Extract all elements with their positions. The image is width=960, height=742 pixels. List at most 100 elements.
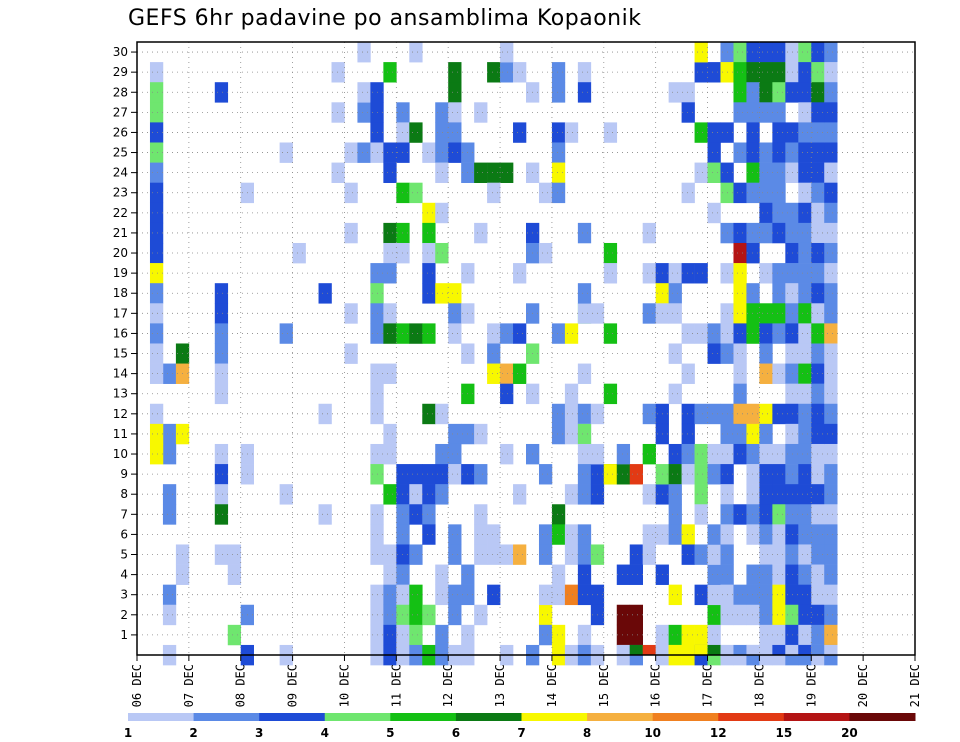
heatmap-cell: [824, 624, 838, 646]
heatmap-cell: [448, 142, 462, 163]
heatmap-cell: [214, 484, 229, 505]
heatmap-cell: [577, 524, 592, 545]
heatmap-cell: [629, 564, 643, 585]
heatmap-cell: [694, 62, 708, 83]
y-tick-label: 29: [113, 65, 128, 79]
heatmap-cell: [577, 222, 592, 244]
heatmap-cell: [668, 303, 682, 324]
heatmap-cell: [616, 564, 631, 585]
y-tick-label: 21: [113, 226, 128, 240]
heatmap-cell: [681, 464, 695, 485]
heatmap-cell: [772, 604, 786, 626]
heatmap-cell: [824, 423, 838, 445]
heatmap-cell: [577, 443, 592, 465]
heatmap-cell: [422, 142, 436, 163]
heatmap-cell: [474, 423, 488, 445]
heatmap-cell: [772, 584, 786, 606]
heatmap-cell: [642, 403, 656, 425]
heatmap-cell: [538, 182, 553, 204]
heatmap-cell: [149, 443, 164, 465]
heatmap-cells: [149, 42, 838, 666]
heatmap-cell: [759, 62, 773, 83]
heatmap-cell: [785, 564, 799, 585]
heatmap-cell: [668, 524, 682, 545]
heatmap-cell: [733, 102, 747, 123]
y-tick-label: 9: [120, 467, 128, 481]
heatmap-cell: [448, 423, 462, 445]
heatmap-cell: [746, 62, 760, 83]
heatmap-cell: [681, 524, 695, 545]
heatmap-cell: [318, 283, 332, 304]
heatmap-cell: [603, 464, 618, 485]
heatmap-cell: [422, 283, 436, 304]
heatmap-cell: [435, 564, 449, 585]
heatmap-cell: [357, 142, 371, 163]
heatmap-cell: [824, 283, 838, 304]
heatmap-cell: [551, 403, 566, 425]
heatmap-cell: [500, 544, 514, 565]
heatmap-cell: [162, 443, 177, 465]
heatmap-cell: [474, 604, 488, 626]
heatmap-cell: [668, 624, 682, 646]
heatmap-cell: [772, 263, 786, 284]
heatmap-cell: [733, 222, 747, 244]
heatmap-cell: [668, 82, 682, 103]
heatmap-cell: [746, 403, 760, 425]
heatmap-cell: [707, 644, 721, 656]
y-tick-label: 3: [120, 588, 128, 602]
heatmap-cell: [603, 323, 618, 344]
heatmap-cell: [733, 403, 747, 425]
colorbar-label: 5: [386, 726, 394, 740]
heatmap-cell: [772, 42, 786, 63]
heatmap-cell: [746, 122, 760, 143]
y-tick-label: 19: [113, 266, 128, 280]
heatmap-cell: [474, 162, 488, 183]
heatmap-cell: [798, 323, 812, 344]
x-tick-label: 11 DEC: [389, 664, 403, 707]
heatmap-cell: [824, 42, 838, 63]
heatmap-cell: [681, 644, 695, 656]
heatmap-cell: [694, 464, 708, 485]
heatmap-cell: [564, 544, 579, 565]
y-tick-label: 24: [113, 166, 128, 180]
y-tick-label: 28: [113, 85, 128, 99]
heatmap-cell: [383, 624, 397, 646]
heatmap-cell: [694, 504, 708, 525]
heatmap-cell: [383, 242, 397, 264]
heatmap-cell: [824, 363, 838, 384]
heatmap-cell: [344, 303, 358, 324]
heatmap-cell: [759, 464, 773, 485]
heatmap-cell: [694, 42, 708, 63]
heatmap-cell: [798, 42, 812, 63]
y-tick-label: 2: [120, 608, 128, 622]
heatmap-cell: [785, 263, 799, 284]
x-tick-label: 06 DEC: [130, 664, 144, 707]
heatmap-cell: [538, 584, 553, 606]
heatmap-cell: [824, 484, 838, 505]
heatmap-cell: [331, 162, 345, 183]
heatmap-cell: [798, 82, 812, 103]
heatmap-cell: [551, 524, 566, 545]
heatmap-cell: [149, 423, 164, 445]
heatmap-cell: [733, 242, 747, 264]
heatmap-cell: [383, 222, 397, 244]
heatmap-cell: [746, 524, 760, 545]
colorbar-label: 1: [124, 726, 132, 740]
y-tick-label: 1: [120, 628, 128, 642]
heatmap-cell: [759, 524, 773, 545]
heatmap-cell: [824, 584, 838, 606]
heatmap-cell: [448, 122, 462, 143]
heatmap-cell: [409, 624, 423, 646]
heatmap-cell: [772, 142, 786, 163]
heatmap-cell: [720, 644, 734, 656]
heatmap-cell: [577, 624, 592, 646]
y-axis-ticks: 1234567891011121314151617181920212223242…: [113, 45, 137, 642]
heatmap-cell: [422, 263, 436, 284]
heatmap-cell: [149, 62, 164, 83]
heatmap-cell: [642, 544, 656, 565]
heatmap-cell: [474, 464, 488, 485]
heatmap-cell: [746, 303, 760, 324]
heatmap-cell: [149, 403, 164, 425]
heatmap-cell: [409, 182, 423, 204]
heatmap-cell: [642, 443, 656, 465]
